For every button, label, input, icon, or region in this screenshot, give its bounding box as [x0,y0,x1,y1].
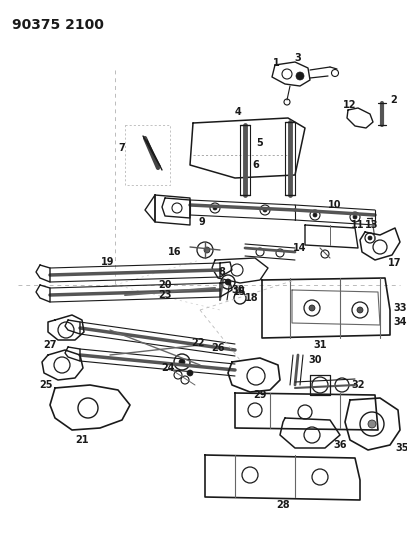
Circle shape [263,208,267,212]
Circle shape [368,420,376,428]
Text: 17: 17 [388,258,402,268]
Text: 29: 29 [253,390,267,400]
Text: 24: 24 [161,363,175,373]
Circle shape [368,236,372,240]
Text: 23: 23 [158,290,172,300]
Text: 5: 5 [257,138,263,148]
Circle shape [204,247,210,253]
Text: 19: 19 [101,257,115,267]
Circle shape [213,206,217,210]
Text: 18: 18 [245,293,259,303]
Text: 32: 32 [351,380,365,390]
Text: 7: 7 [118,143,125,153]
Text: 28: 28 [276,500,290,510]
Text: 11: 11 [351,220,365,230]
Text: 12: 12 [343,100,357,110]
Text: 30: 30 [231,285,245,295]
Text: 25: 25 [39,380,53,390]
Text: 10: 10 [328,200,342,210]
Text: 1: 1 [273,58,279,68]
Circle shape [353,215,357,219]
Text: 27: 27 [43,340,57,350]
Text: 15: 15 [233,287,247,297]
Text: 90375 2100: 90375 2100 [12,18,104,32]
Text: 9: 9 [199,217,206,227]
Circle shape [187,370,193,376]
Text: 36: 36 [333,440,347,450]
Text: 35: 35 [395,443,407,453]
Text: 30: 30 [308,355,322,365]
Circle shape [313,213,317,217]
Text: 16: 16 [168,247,182,257]
Text: 21: 21 [75,435,89,445]
Text: 31: 31 [313,340,327,350]
Circle shape [309,305,315,311]
Circle shape [296,72,304,80]
Text: 4: 4 [234,107,241,117]
Text: 2: 2 [390,95,397,105]
Text: 6: 6 [253,160,259,170]
Text: 14: 14 [293,243,307,253]
Text: 34: 34 [393,317,407,327]
Text: 20: 20 [158,280,172,290]
Text: 22: 22 [191,338,205,348]
Text: 3: 3 [295,53,301,63]
Circle shape [357,307,363,313]
Text: 33: 33 [393,303,407,313]
Circle shape [225,279,231,285]
Circle shape [179,359,185,365]
Text: 26: 26 [211,343,225,353]
Text: 13: 13 [365,220,379,230]
Text: 8: 8 [219,267,225,277]
